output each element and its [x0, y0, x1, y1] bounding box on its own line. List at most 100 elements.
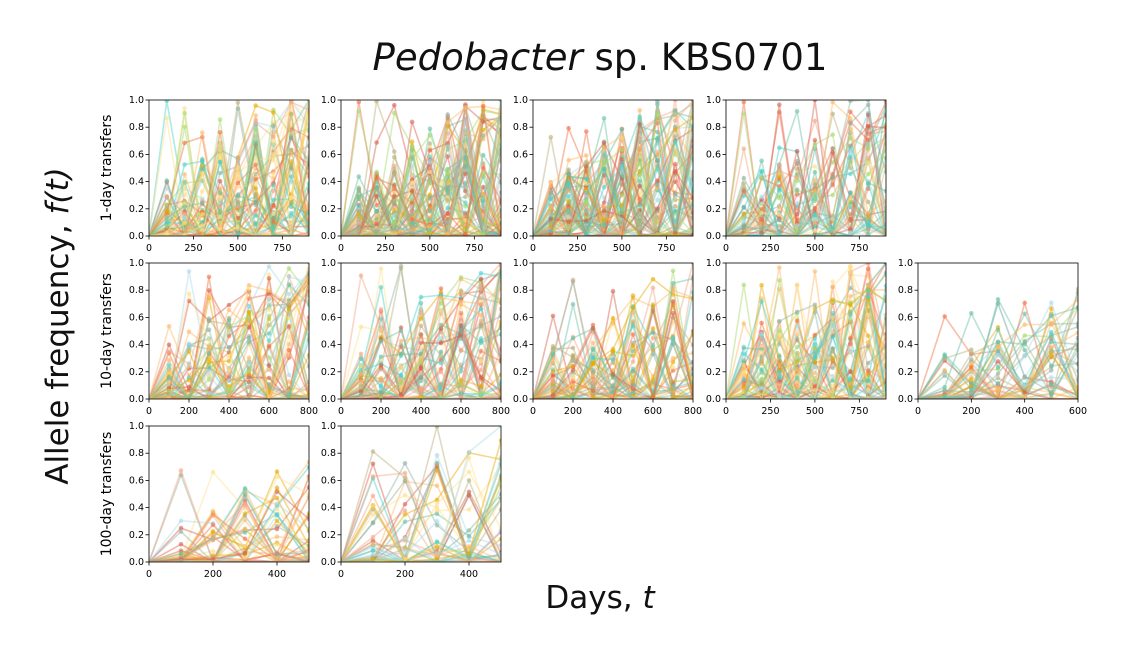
trajectory-point [759, 320, 764, 326]
trajectory-point [463, 156, 468, 161]
trajectory-point [434, 497, 440, 503]
trajectory-point [690, 189, 693, 195]
trajectory-point [186, 387, 192, 392]
trajectory-point [630, 323, 636, 329]
trajectory-line [726, 134, 886, 236]
trajectory-point [969, 394, 974, 399]
trajectory-point [266, 344, 272, 349]
trajectory-point [637, 128, 642, 133]
trajectory-point [630, 374, 636, 379]
trajectory-point [777, 333, 782, 338]
trajectory-line [533, 141, 693, 236]
trajectory-line [533, 128, 693, 236]
trajectory-point [590, 380, 596, 386]
y-tick-label: 0.8 [321, 122, 336, 133]
trajectory-point [566, 126, 571, 131]
trajectory-point [619, 221, 625, 226]
trajectory-line [149, 103, 309, 236]
trajectory-line [726, 144, 886, 236]
trajectory-point [830, 111, 835, 117]
trajectory-point [759, 194, 764, 199]
y-tick-label: 0.8 [321, 285, 336, 296]
trajectory-line [341, 110, 501, 236]
trajectory-point [777, 110, 782, 115]
trajectory-point [601, 232, 607, 236]
trajectory-line [726, 263, 886, 399]
trajectory-point [398, 351, 404, 357]
trajectory-point [271, 176, 276, 181]
trajectory-point [619, 136, 625, 141]
trajectory-point [584, 218, 589, 223]
trajectory-point [848, 121, 853, 126]
x-tick-label: 600 [1069, 406, 1087, 417]
trajectory-point [271, 110, 276, 115]
trajectory-point [306, 174, 309, 179]
trajectory-line [149, 469, 309, 562]
trajectory-point [1049, 363, 1054, 369]
trajectory-point [759, 230, 764, 235]
trajectory-line [726, 130, 886, 236]
trajectory-point [445, 112, 451, 117]
trajectory-point [1049, 381, 1054, 387]
trajectory-point [206, 373, 212, 378]
trajectory-line [149, 179, 309, 236]
x-tick-label: 0 [338, 406, 344, 417]
trajectory-point [480, 232, 486, 236]
trajectory-point [306, 221, 309, 227]
trajectory-point [378, 395, 384, 399]
trajectory-point [286, 372, 292, 378]
trajectory-point [690, 383, 693, 388]
trajectory-line [341, 108, 501, 236]
trajectory-point [498, 426, 501, 429]
trajectory-point [759, 210, 764, 216]
trajectory-point [566, 167, 571, 172]
trajectory-point [242, 511, 248, 516]
trajectory-point [690, 276, 693, 281]
trajectory-point [672, 133, 678, 139]
trajectory-point [286, 301, 292, 307]
trajectory-line [149, 496, 309, 562]
trajectory-point [164, 232, 170, 236]
axes-frame [917, 262, 1079, 400]
trajectory-point [226, 367, 232, 372]
trajectory-line [726, 309, 886, 399]
trajectory-point [427, 141, 433, 146]
trajectory-point [670, 292, 676, 297]
chart-title-rest: sp. KBS0701 [582, 36, 828, 79]
trajectory-point [306, 332, 309, 337]
trajectory-point [370, 512, 376, 517]
trajectory-point [434, 501, 440, 507]
trajectory-point [830, 329, 835, 335]
trajectory-point [463, 221, 468, 227]
trajectory-point [306, 116, 309, 122]
trajectory-point [590, 340, 596, 346]
trajectory-point [480, 161, 486, 166]
trajectory-line [341, 106, 501, 236]
trajectory-point [883, 371, 886, 376]
trajectory-point [210, 508, 216, 514]
trajectory-line [341, 108, 501, 236]
trajectory-point [619, 210, 625, 216]
trajectory-point [637, 217, 642, 222]
trajectory-point [637, 196, 642, 202]
trajectory-point [690, 100, 693, 103]
trajectory-point [570, 345, 576, 351]
trajectory-point [741, 205, 747, 210]
trajectory-line [726, 150, 886, 236]
trajectory-point [427, 203, 433, 208]
trajectory-point [418, 332, 424, 337]
trajectory-point [865, 210, 871, 216]
trajectory-line [149, 461, 309, 562]
trajectory-point [812, 370, 818, 376]
trajectory-point [478, 338, 484, 344]
trajectory-line [341, 100, 501, 236]
trajectory-point [883, 232, 886, 236]
trajectory-point [794, 367, 800, 372]
trajectory-point [812, 364, 818, 370]
trajectory-point [570, 301, 576, 307]
y-tick-label: 0.4 [129, 340, 144, 351]
axes-frame [532, 99, 694, 237]
trajectory-point [865, 171, 871, 177]
trajectory-point [1049, 300, 1054, 305]
trajectory-point [741, 100, 747, 105]
